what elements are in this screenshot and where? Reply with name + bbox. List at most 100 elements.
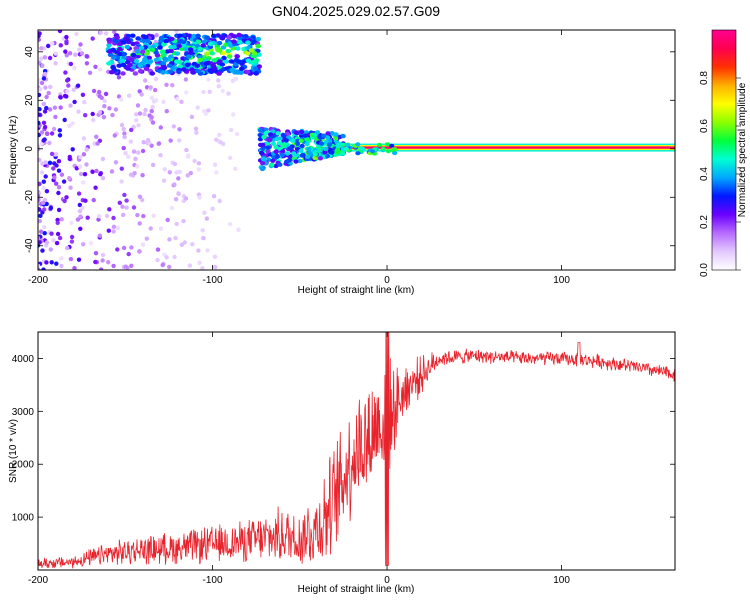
spectrogram-cell: [101, 115, 107, 120]
spectrogram-cell: [57, 128, 62, 133]
spectrogram-cell: [133, 58, 140, 64]
snr-panel: -200 -100 0 100 1000 2000 3000 4000 Height of …: [8, 331, 676, 595]
colorbar-label: Normalized spectral amplitude: [737, 82, 748, 217]
spectrogram-cell: [194, 130, 199, 135]
spectrogram-cell: [57, 133, 63, 138]
spectrogram-cell: [279, 152, 286, 157]
spectrogram-cell: [267, 138, 273, 143]
spectrogram-cell: [223, 59, 230, 64]
spectrogram-cell: [62, 198, 67, 204]
spectrogram-cell: [97, 89, 102, 95]
spectrogram-cell: [277, 136, 283, 141]
spectrogram-cell: [117, 46, 123, 52]
spectrogram-cell: [321, 133, 327, 138]
spectrogram-cell: [149, 95, 154, 101]
spectrogram-cell: [51, 166, 56, 171]
spectrogram-cell: [91, 88, 97, 94]
spectrogram-cell: [39, 56, 44, 61]
spectrogram-cell: [39, 80, 45, 86]
spectrogram-cell: [137, 194, 143, 199]
spectrogram-cell: [111, 215, 116, 221]
spectrogram-cell: [113, 160, 119, 165]
spectrogram-cell: [235, 70, 241, 75]
spectrogram-cell: [138, 45, 145, 51]
spectrogram-cell: [129, 263, 134, 268]
spectrogram-cell: [82, 99, 87, 105]
spectrogram-cell: [205, 248, 210, 253]
spectrogram-cell: [161, 178, 167, 183]
spectrogram-cell: [182, 240, 187, 245]
spectrogram-cell: [57, 235, 63, 241]
spectrogram-cell: [209, 51, 215, 56]
spectrogram-cell: [77, 47, 82, 52]
spectrogram-cell: [236, 32, 242, 38]
spectrogram-cell: [234, 131, 240, 137]
spectrogram-cell: [392, 151, 398, 156]
spectrogram-cell: [284, 151, 291, 156]
spectrogram-cell: [38, 157, 42, 163]
spectrogram-cell: [155, 247, 161, 252]
spectrogram-cell: [186, 33, 193, 38]
spectrogram-cell: [255, 43, 261, 49]
spectrogram-cell: [139, 49, 146, 54]
spectrogram-cell: [40, 248, 45, 253]
spectrogram-cell: [217, 198, 222, 204]
spectrogram-cell: [44, 189, 50, 194]
spectrogram-cells: [38, 30, 675, 270]
spectrogram-cell: [54, 181, 59, 186]
spectrogram-cell: [100, 258, 105, 263]
spectrogram-cell: [159, 50, 166, 55]
spectrogram-cell: [96, 214, 102, 219]
spectrogram-cell: [121, 145, 126, 151]
spectrogram-cell: [208, 69, 215, 75]
spectrogram-cell: [153, 87, 158, 93]
spectrogram-cell: [71, 87, 76, 93]
spectrogram-cell: [162, 56, 168, 61]
x-tick-label: -100: [203, 575, 223, 586]
spectrogram-cell: [59, 256, 64, 261]
spectrogram-cell: [49, 131, 55, 136]
spectrogram-cell: [234, 54, 240, 59]
spectrogram-cell: [78, 171, 84, 177]
spectrogram-cell: [306, 150, 312, 155]
spectrogram-cell: [273, 144, 279, 150]
spectrogram-cell: [84, 147, 89, 152]
spectrogram-cell: [127, 62, 133, 68]
spectrogram-cell: [245, 58, 252, 63]
spectrogram-cell: [78, 42, 83, 47]
spectrogram-cell: [135, 36, 141, 41]
spectrogram-cell: [124, 44, 131, 50]
spectrogram-cell: [251, 51, 258, 56]
spectrogram-cell: [355, 142, 361, 147]
spectrogram-cell: [133, 118, 139, 123]
spectrogram-cell: [184, 147, 189, 153]
spectrogram-cell: [68, 256, 74, 262]
spectrogram-cell: [49, 41, 55, 46]
spectrogram-cell: [227, 155, 233, 160]
spectrogram-cell: [111, 229, 116, 234]
spectrogram-cell: [104, 213, 110, 219]
spectrogram-cell: [39, 130, 45, 135]
spectrogram-cell: [90, 36, 95, 41]
spectrogram-cell: [120, 204, 125, 209]
spectrogram-cell: [216, 84, 221, 89]
spectrogram-cell: [125, 39, 132, 45]
spectrogram-cell: [212, 162, 218, 167]
spectrogram-cell: [184, 62, 191, 67]
spectrogram-cell: [100, 156, 106, 162]
spectrogram-cell: [273, 149, 279, 154]
spectrogram-cell: [137, 221, 142, 226]
spectrogram-cell: [215, 48, 222, 53]
spectrogram-cell: [99, 95, 104, 101]
spectrogram-cell: [49, 231, 54, 236]
spectrogram-cell: [259, 150, 265, 156]
spectrogram-cell: [53, 61, 58, 66]
spectrogram-cell: [297, 158, 303, 164]
spectrogram-cell: [74, 31, 79, 37]
spectrogram-cell: [158, 153, 163, 158]
spectrogram-cell: [38, 263, 41, 268]
spectrogram-cell: [137, 111, 143, 116]
spectrogram-cell: [211, 33, 217, 38]
spectrogram-cell: [234, 46, 241, 51]
